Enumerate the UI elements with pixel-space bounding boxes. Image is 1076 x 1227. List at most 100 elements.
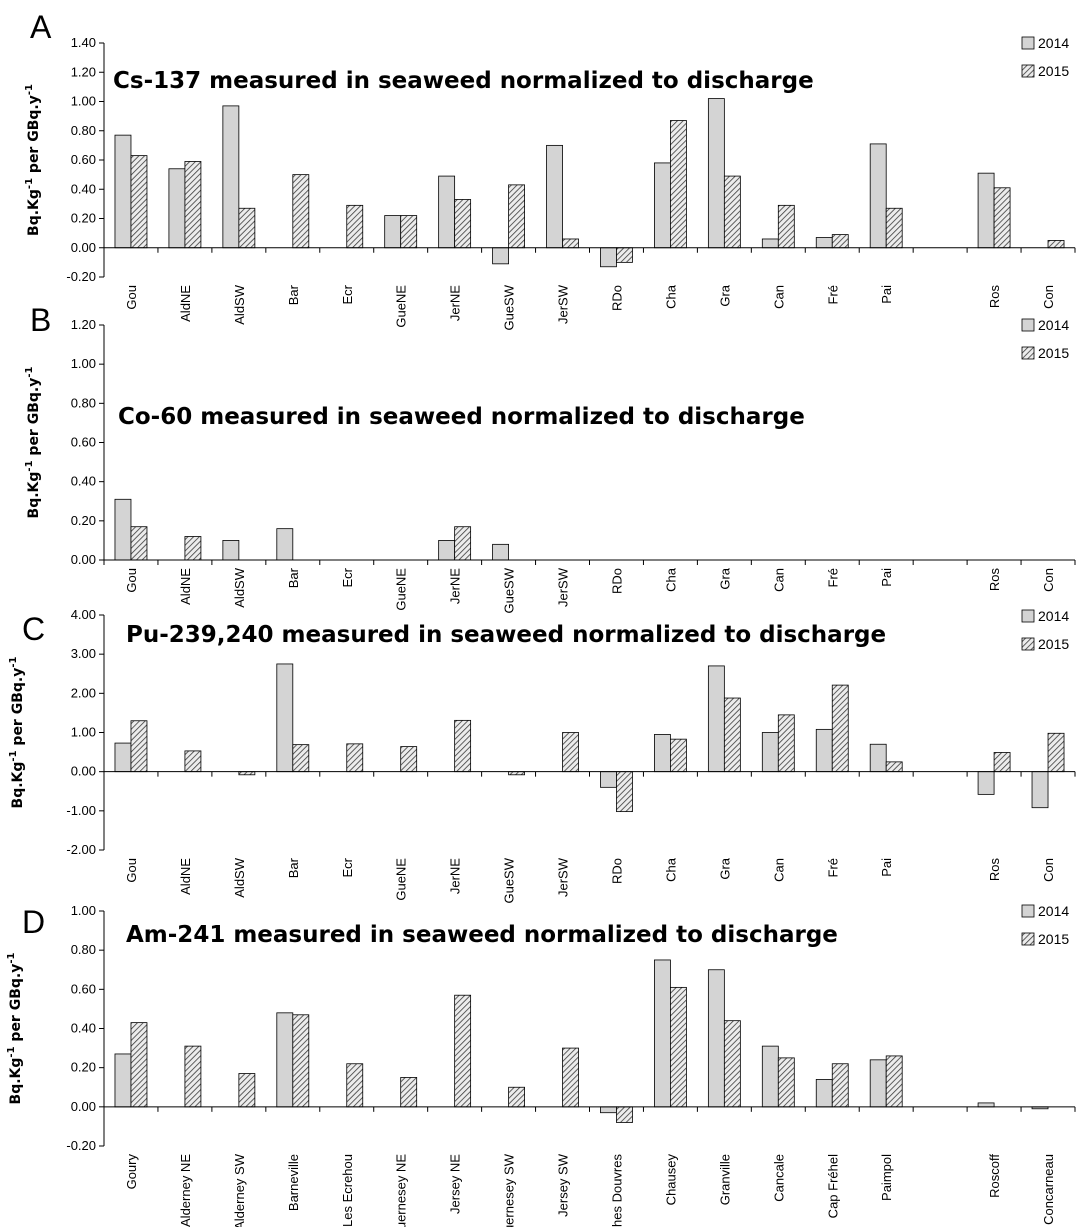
- bar-2014-Gra: [707, 98, 725, 249]
- x-tick-label: Chausey: [663, 1154, 678, 1206]
- bar-2014-Ros: [977, 771, 995, 795]
- y-tick-label: 0.40: [71, 474, 96, 489]
- y-tick-label: 0.20: [71, 513, 96, 528]
- bar-2015-Gou: [130, 720, 148, 773]
- x-tick-label: Roscoff: [987, 1154, 1002, 1198]
- x-tick-label: Gou: [124, 568, 139, 593]
- bar-2014-Fré: [815, 237, 833, 249]
- y-tick-label: 0.80: [71, 395, 96, 410]
- bar-2014-Bar: [276, 663, 294, 773]
- bar-2015-GueNE: [400, 746, 418, 773]
- x-tick-label: Ecr: [340, 567, 355, 587]
- bar-2014-Goury: [114, 1053, 132, 1108]
- y-tick-label: 0.80: [71, 123, 96, 138]
- bar-2014-RDo: [600, 771, 617, 788]
- chart-panel-c: C -2.00 -1.00 0.00 1.00 2.00 3.00 4.00 Bq.Kg-1 p…: [8, 607, 1076, 904]
- x-tick-label: Les Ecrehou: [340, 1154, 355, 1227]
- x-tick-label: GueNE: [394, 568, 409, 611]
- bar-2014-Ros: [977, 172, 995, 249]
- x-tick-label: Pai: [879, 568, 894, 587]
- x-tick-label: Bar: [286, 567, 301, 588]
- bar-2015-Alderney SW: [238, 1073, 256, 1108]
- x-tick-label: JerSW: [556, 567, 571, 607]
- bar-2015-Alderney NE: [184, 1045, 202, 1108]
- chart-title: Cs-137 measured in seaweed normalized to…: [113, 68, 814, 94]
- x-tick-label: AldNE: [178, 568, 193, 605]
- bar-2015-Ecr: [346, 204, 364, 249]
- panel-letter: D: [22, 904, 45, 940]
- bar-2015-JerNE: [454, 526, 472, 561]
- bar-2015-Fré: [831, 684, 849, 773]
- bar-2014-Cha: [654, 734, 671, 773]
- x-tick-label: Bar: [286, 284, 301, 305]
- bar-2015-Cap Fréhel: [831, 1063, 849, 1108]
- x-tick-label: Ecr: [340, 857, 355, 877]
- bar-2015-Cha: [670, 120, 687, 249]
- bar-2014-Cha: [654, 162, 671, 249]
- bar-2015-Bar: [292, 174, 310, 249]
- bar-2014-GueSW: [492, 543, 509, 561]
- x-tick-label: JerNE: [448, 285, 463, 321]
- y-axis-title: Bq.Kg-1 per GBq.y-1: [24, 367, 42, 519]
- y-axis-title: Bq.Kg-1 per GBq.y-1: [8, 657, 26, 809]
- bar-2015-Gra: [723, 175, 741, 249]
- x-tick-label: Cha: [663, 857, 678, 882]
- legend-swatch-2015: [1021, 932, 1035, 946]
- y-tick-label: 1.20: [71, 317, 96, 332]
- legend-swatch-2015: [1021, 637, 1035, 651]
- y-tick-label: 2.00: [71, 685, 96, 700]
- chart-title: Pu-239,240 measured in seaweed normalize…: [126, 622, 886, 648]
- x-tick-label: Ecr: [340, 284, 355, 304]
- bar-2014-Gra: [707, 665, 725, 773]
- x-tick-label: Alderney NE: [178, 1154, 193, 1227]
- x-tick-label: Con: [1041, 568, 1056, 592]
- x-tick-label: Fré: [825, 568, 840, 588]
- bar-2015-Pai: [885, 207, 903, 249]
- bar-2014-Can: [761, 732, 779, 773]
- x-tick-label: Gra: [717, 857, 732, 879]
- bar-2014-Gou: [114, 134, 132, 249]
- y-tick-label: 0.40: [71, 181, 96, 196]
- legend: 2014 2015: [1021, 608, 1069, 652]
- x-tick-label: Ros: [987, 858, 1002, 882]
- bar-2014-JerNE: [438, 175, 456, 249]
- x-tick-label: Pai: [879, 285, 894, 304]
- x-tick-label: Guernesey NE: [394, 1154, 409, 1227]
- chart-title: Co-60 measured in seaweed normalized to …: [118, 404, 805, 430]
- bar-2015-Ros: [993, 187, 1011, 249]
- bar-2014-Paimpol: [869, 1059, 887, 1108]
- y-tick-label: 0.00: [71, 552, 96, 567]
- bar-2015-JerSW: [562, 238, 579, 249]
- bar-2015-JerNE: [454, 199, 472, 249]
- y-tick-label: 1.00: [71, 94, 96, 109]
- y-tick-label: 1.00: [71, 903, 96, 918]
- x-tick-label: Cha: [663, 284, 678, 309]
- x-tick-label: AldNE: [178, 285, 193, 322]
- x-tick-label: GueSW: [502, 567, 517, 613]
- legend-label-2015: 2015: [1038, 63, 1069, 79]
- bar-2014-Gou: [114, 498, 132, 561]
- legend: 2014 2015: [1021, 903, 1069, 947]
- x-tick-label: Can: [771, 858, 786, 882]
- bar-2015-Jersey SW: [562, 1047, 579, 1108]
- panel-letter: B: [30, 302, 51, 338]
- y-tick-label: 0.00: [71, 764, 96, 779]
- legend-label-2014: 2014: [1038, 903, 1069, 919]
- x-tick-label: Jersey SW: [556, 1153, 571, 1217]
- legend-label-2014: 2014: [1038, 317, 1069, 333]
- y-tick-label: 0.60: [71, 435, 96, 450]
- bar-2015-AldNE: [184, 750, 202, 773]
- bar-2014-Can: [761, 238, 779, 249]
- x-tick-label: Jersey NE: [448, 1154, 463, 1214]
- x-tick-label: GueSW: [502, 284, 517, 330]
- legend-label-2014: 2014: [1038, 35, 1069, 51]
- bar-2014-AldSW: [222, 540, 240, 561]
- bar-2014-Barneville: [276, 1012, 294, 1108]
- y-tick-label: 0.00: [71, 240, 96, 255]
- x-tick-label: AldSW: [232, 567, 247, 607]
- bar-2015-Gra: [723, 697, 741, 773]
- x-tick-label: Alderney SW: [232, 1153, 247, 1227]
- bar-2015-Guernesey NE: [400, 1077, 418, 1108]
- x-tick-label: RDo: [609, 858, 624, 884]
- legend-swatch-2014: [1021, 36, 1035, 50]
